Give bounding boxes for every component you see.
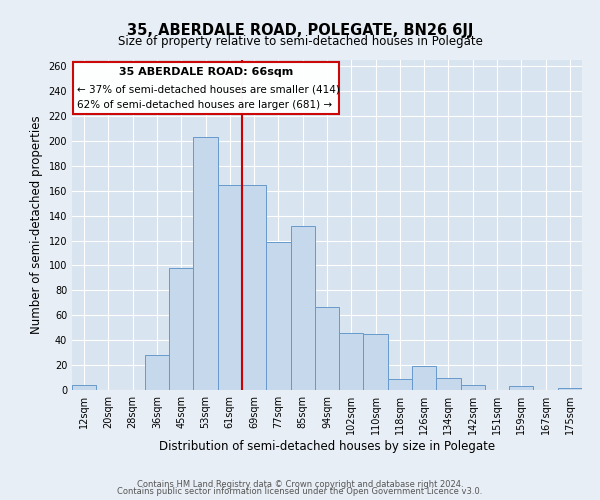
Bar [339, 332, 364, 390]
Bar [461, 385, 485, 390]
Text: Contains public sector information licensed under the Open Government Licence v3: Contains public sector information licen… [118, 487, 482, 496]
Bar [315, 306, 339, 390]
FancyBboxPatch shape [73, 62, 339, 114]
Text: Size of property relative to semi-detached houses in Polegate: Size of property relative to semi-detach… [118, 35, 482, 48]
Text: 35 ABERDALE ROAD: 66sqm: 35 ABERDALE ROAD: 66sqm [119, 68, 293, 78]
Bar [558, 388, 582, 390]
Bar [145, 355, 169, 390]
Text: 35, ABERDALE ROAD, POLEGATE, BN26 6JJ: 35, ABERDALE ROAD, POLEGATE, BN26 6JJ [127, 22, 473, 38]
Text: 62% of semi-detached houses are larger (681) →: 62% of semi-detached houses are larger (… [77, 100, 332, 110]
X-axis label: Distribution of semi-detached houses by size in Polegate: Distribution of semi-detached houses by … [159, 440, 495, 453]
Bar [364, 334, 388, 390]
Bar [388, 379, 412, 390]
Bar [266, 242, 290, 390]
Bar [290, 226, 315, 390]
Bar [218, 184, 242, 390]
Bar [436, 378, 461, 390]
Bar [509, 386, 533, 390]
Bar [169, 268, 193, 390]
Text: ← 37% of semi-detached houses are smaller (414): ← 37% of semi-detached houses are smalle… [77, 85, 340, 95]
Y-axis label: Number of semi-detached properties: Number of semi-detached properties [30, 116, 43, 334]
Bar [72, 385, 96, 390]
Bar [193, 137, 218, 390]
Bar [242, 184, 266, 390]
Text: Contains HM Land Registry data © Crown copyright and database right 2024.: Contains HM Land Registry data © Crown c… [137, 480, 463, 489]
Bar [412, 366, 436, 390]
